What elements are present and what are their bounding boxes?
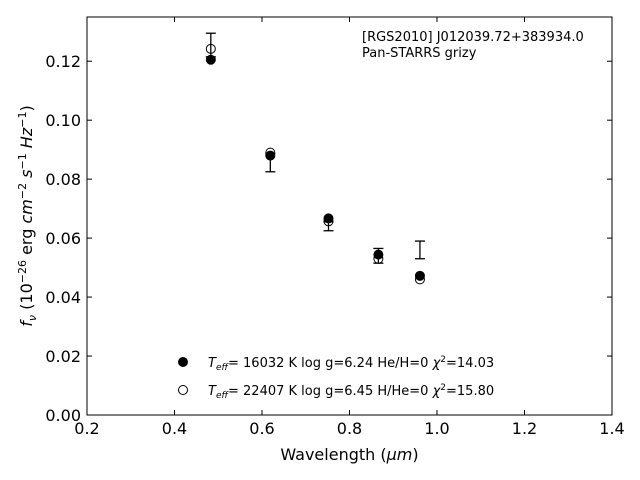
plot-frame	[86, 16, 613, 416]
open-circle-point	[323, 216, 334, 227]
legend-marker-filled	[178, 357, 188, 367]
y-tick-label: 0.06	[45, 229, 81, 248]
model-flux-points	[205, 43, 425, 285]
x-tick-label: 1.2	[512, 419, 537, 438]
y-tick-label: 0.08	[45, 170, 81, 189]
filled-circle-point	[323, 213, 334, 224]
error-bar	[414, 240, 425, 260]
y-tick-label: 0.04	[45, 288, 81, 307]
photometry-annotation: Pan-STARRS grizy	[362, 46, 477, 61]
y-tick-label: 0.10	[45, 111, 81, 130]
x-tick-label: 0.6	[249, 419, 274, 438]
filled-circle-point	[414, 270, 425, 281]
y-tick-label: 0.00	[45, 406, 81, 425]
x-tick-label: 1.0	[424, 419, 449, 438]
y-tick-label: 0.12	[45, 52, 81, 71]
x-tick-label: 0.4	[162, 419, 187, 438]
legend: Teff= 16032 K log g=6.24 He/H=0 χ2=14.03…	[178, 355, 494, 401]
legend-label-filled: Teff= 16032 K log g=6.24 He/H=0 χ2=14.03	[208, 355, 494, 373]
filled-circle-point	[205, 54, 216, 65]
legend-marker-open	[178, 385, 188, 395]
y-tick-label: 0.02	[45, 347, 81, 366]
x-tick-label: 1.4	[599, 419, 624, 438]
open-circle-point	[414, 274, 425, 285]
observed-flux-errorbars	[205, 32, 425, 264]
open-circle-point	[373, 253, 384, 264]
x-tick-label: 0.8	[337, 419, 362, 438]
open-circle-point	[265, 147, 276, 158]
filled-circle-point	[265, 150, 276, 161]
open-circle-point	[205, 43, 216, 54]
object-name-annotation: [RGS2010] J012039.72+383934.0	[362, 30, 584, 45]
y-axis-label: fν (10−26 erg cm−2 s−1 Hz−1)	[16, 105, 39, 326]
axis-ticks: 0.2 0.4 0.6 0.8 1.0 1.2 1.4 0.00 0.02 0.04 0.06 0.0…	[45, 17, 625, 438]
legend-label-open: Teff= 22407 K log g=6.45 H/He=0 χ2=15.80	[208, 383, 494, 401]
x-axis-label: Wavelength (μm)	[280, 445, 418, 464]
x-tick-label: 0.2	[74, 419, 99, 438]
